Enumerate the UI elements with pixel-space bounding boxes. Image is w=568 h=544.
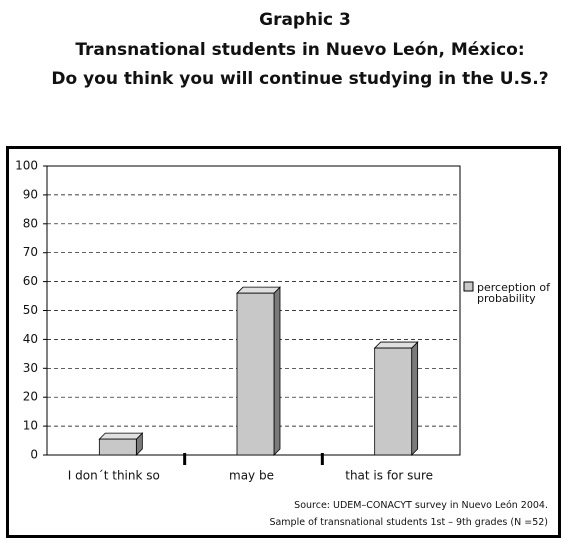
- y-tick-label: 100: [15, 159, 38, 173]
- bar: [374, 347, 413, 456]
- legend-label: perception of probability: [477, 281, 550, 305]
- bar-side: [411, 341, 419, 456]
- bar-top: [98, 432, 144, 440]
- y-tick-label: 60: [23, 274, 38, 288]
- frame: [6, 146, 561, 538]
- legend-swatch: [463, 281, 474, 292]
- source-note: Source: UDEM–CONACYT survey in Nuevo Leó…: [294, 500, 548, 511]
- y-tick-label: 90: [23, 187, 38, 201]
- y-tick-label: 70: [23, 245, 38, 259]
- bar-top: [373, 341, 419, 349]
- chart-title: Graphic 3: [259, 10, 351, 30]
- bar-side: [273, 286, 281, 456]
- bar: [236, 292, 275, 456]
- x-tick-label: may be: [229, 469, 274, 483]
- x-tick-label: I don´t think so: [68, 469, 160, 483]
- y-tick-label: 0: [30, 448, 38, 462]
- y-tick-label: 40: [23, 332, 38, 346]
- x-tick-label: that is for sure: [345, 469, 433, 483]
- source-note: Sample of transnational students 1st – 9…: [269, 517, 548, 528]
- bar: [98, 438, 137, 456]
- category-divider: [183, 453, 187, 465]
- y-tick-label: 80: [23, 216, 38, 230]
- y-tick-label: 50: [23, 303, 38, 317]
- category-divider: [320, 453, 324, 465]
- chart-subtitle: Do you think you will continue studying …: [51, 69, 548, 89]
- y-tick-label: 10: [23, 419, 38, 433]
- bar-top: [236, 286, 281, 294]
- chart-subtitle: Transnational students in Nuevo León, Mé…: [75, 40, 524, 60]
- y-tick-label: 20: [23, 390, 38, 404]
- y-tick-label: 30: [23, 361, 38, 375]
